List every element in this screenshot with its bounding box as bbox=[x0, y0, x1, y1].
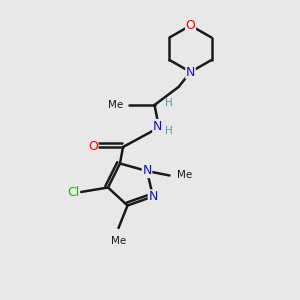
Text: N: N bbox=[142, 164, 152, 178]
Text: Me: Me bbox=[111, 236, 126, 245]
Text: Me: Me bbox=[177, 170, 192, 181]
Text: H: H bbox=[165, 125, 172, 136]
Text: N: N bbox=[153, 119, 162, 133]
Text: O: O bbox=[88, 140, 98, 154]
Text: Cl: Cl bbox=[67, 185, 80, 199]
Text: H: H bbox=[165, 98, 173, 109]
Text: O: O bbox=[186, 19, 195, 32]
Text: Me: Me bbox=[108, 100, 123, 110]
Text: N: N bbox=[186, 65, 195, 79]
Text: N: N bbox=[148, 190, 158, 203]
